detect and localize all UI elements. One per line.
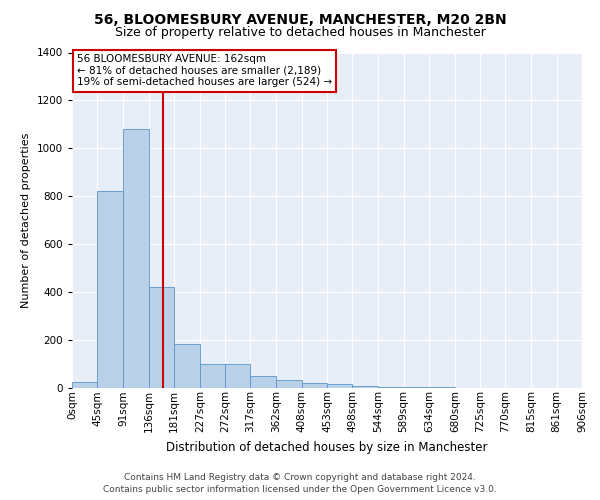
Bar	[302, 382, 327, 388]
Bar	[97, 192, 123, 388]
Bar	[200, 364, 225, 388]
Bar	[327, 384, 352, 388]
Bar	[352, 386, 378, 388]
Bar	[149, 287, 174, 388]
Bar	[276, 380, 302, 388]
Text: 56, BLOOMESBURY AVENUE, MANCHESTER, M20 2BN: 56, BLOOMESBURY AVENUE, MANCHESTER, M20 …	[94, 12, 506, 26]
Y-axis label: Number of detached properties: Number of detached properties	[21, 132, 31, 308]
Text: Contains HM Land Registry data © Crown copyright and database right 2024.
Contai: Contains HM Land Registry data © Crown c…	[103, 472, 497, 494]
Bar	[174, 344, 200, 388]
Text: 56 BLOOMESBURY AVENUE: 162sqm
← 81% of detached houses are smaller (2,189)
19% o: 56 BLOOMESBURY AVENUE: 162sqm ← 81% of d…	[77, 54, 332, 88]
Bar	[72, 382, 97, 388]
Bar	[123, 129, 149, 388]
Text: Size of property relative to detached houses in Manchester: Size of property relative to detached ho…	[115, 26, 485, 39]
Bar	[250, 376, 276, 388]
Bar	[225, 364, 250, 388]
X-axis label: Distribution of detached houses by size in Manchester: Distribution of detached houses by size …	[166, 440, 488, 454]
